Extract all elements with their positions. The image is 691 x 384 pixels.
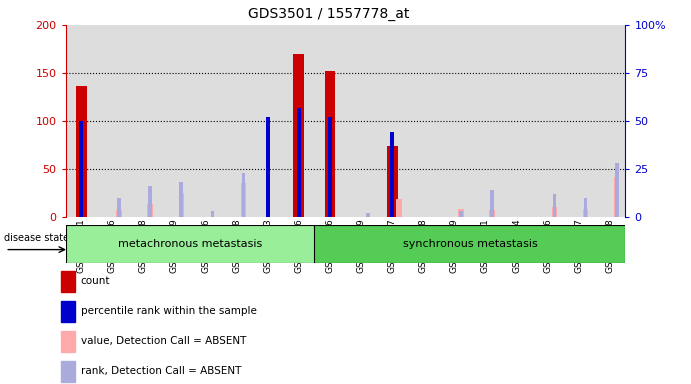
Bar xyxy=(439,25,470,217)
Bar xyxy=(221,25,252,217)
Text: synchronous metastasis: synchronous metastasis xyxy=(402,239,538,249)
Bar xyxy=(294,54,304,217)
Bar xyxy=(387,146,397,217)
Bar xyxy=(180,182,183,217)
Bar xyxy=(61,331,75,352)
Title: GDS3501 / 1557778_at: GDS3501 / 1557778_at xyxy=(248,7,409,21)
Bar xyxy=(489,210,495,217)
Text: disease state: disease state xyxy=(3,233,68,243)
Bar xyxy=(377,25,408,217)
Bar xyxy=(117,198,121,217)
Bar xyxy=(390,132,394,217)
Bar xyxy=(149,186,152,217)
Bar xyxy=(408,25,439,217)
Bar xyxy=(346,25,377,217)
Bar xyxy=(594,25,625,217)
Bar xyxy=(325,71,335,217)
Bar xyxy=(551,207,557,217)
Text: rank, Detection Call = ABSENT: rank, Detection Call = ABSENT xyxy=(81,366,241,376)
Text: metachronous metastasis: metachronous metastasis xyxy=(118,239,262,249)
Text: count: count xyxy=(81,276,111,286)
Bar xyxy=(240,184,246,217)
Bar xyxy=(97,25,128,217)
Bar xyxy=(563,25,594,217)
Bar xyxy=(470,25,501,217)
Bar xyxy=(297,108,301,217)
Bar xyxy=(66,25,97,217)
Bar xyxy=(532,25,563,217)
Bar xyxy=(460,211,463,217)
Bar xyxy=(190,25,221,217)
Bar xyxy=(266,117,269,217)
Bar xyxy=(128,25,159,217)
Bar xyxy=(178,193,184,217)
Bar xyxy=(79,121,83,217)
Bar xyxy=(614,177,619,217)
Bar xyxy=(116,210,122,217)
Bar xyxy=(242,173,245,217)
Bar xyxy=(314,25,346,217)
Bar xyxy=(159,25,190,217)
Bar xyxy=(366,213,370,217)
Bar xyxy=(396,199,401,217)
Bar xyxy=(211,211,214,217)
Bar xyxy=(252,25,283,217)
Bar xyxy=(583,209,588,217)
Bar xyxy=(61,361,75,382)
Bar xyxy=(584,198,587,217)
Text: percentile rank within the sample: percentile rank within the sample xyxy=(81,306,256,316)
Bar xyxy=(61,271,75,292)
Bar xyxy=(147,205,153,217)
Bar xyxy=(501,25,532,217)
Bar xyxy=(61,301,75,322)
Bar xyxy=(553,194,556,217)
Bar xyxy=(328,117,332,217)
Text: value, Detection Call = ABSENT: value, Detection Call = ABSENT xyxy=(81,336,246,346)
Bar xyxy=(615,163,618,217)
Bar xyxy=(283,25,314,217)
Bar xyxy=(458,209,464,217)
Bar xyxy=(76,86,86,217)
Bar xyxy=(491,190,494,217)
